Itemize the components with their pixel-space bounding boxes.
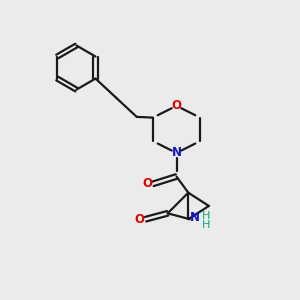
Text: O: O — [142, 177, 152, 190]
Text: O: O — [135, 213, 145, 226]
Text: N: N — [172, 146, 182, 159]
Text: H: H — [202, 211, 210, 221]
Text: O: O — [172, 99, 182, 112]
Text: N: N — [190, 211, 200, 224]
Text: H: H — [202, 220, 210, 230]
